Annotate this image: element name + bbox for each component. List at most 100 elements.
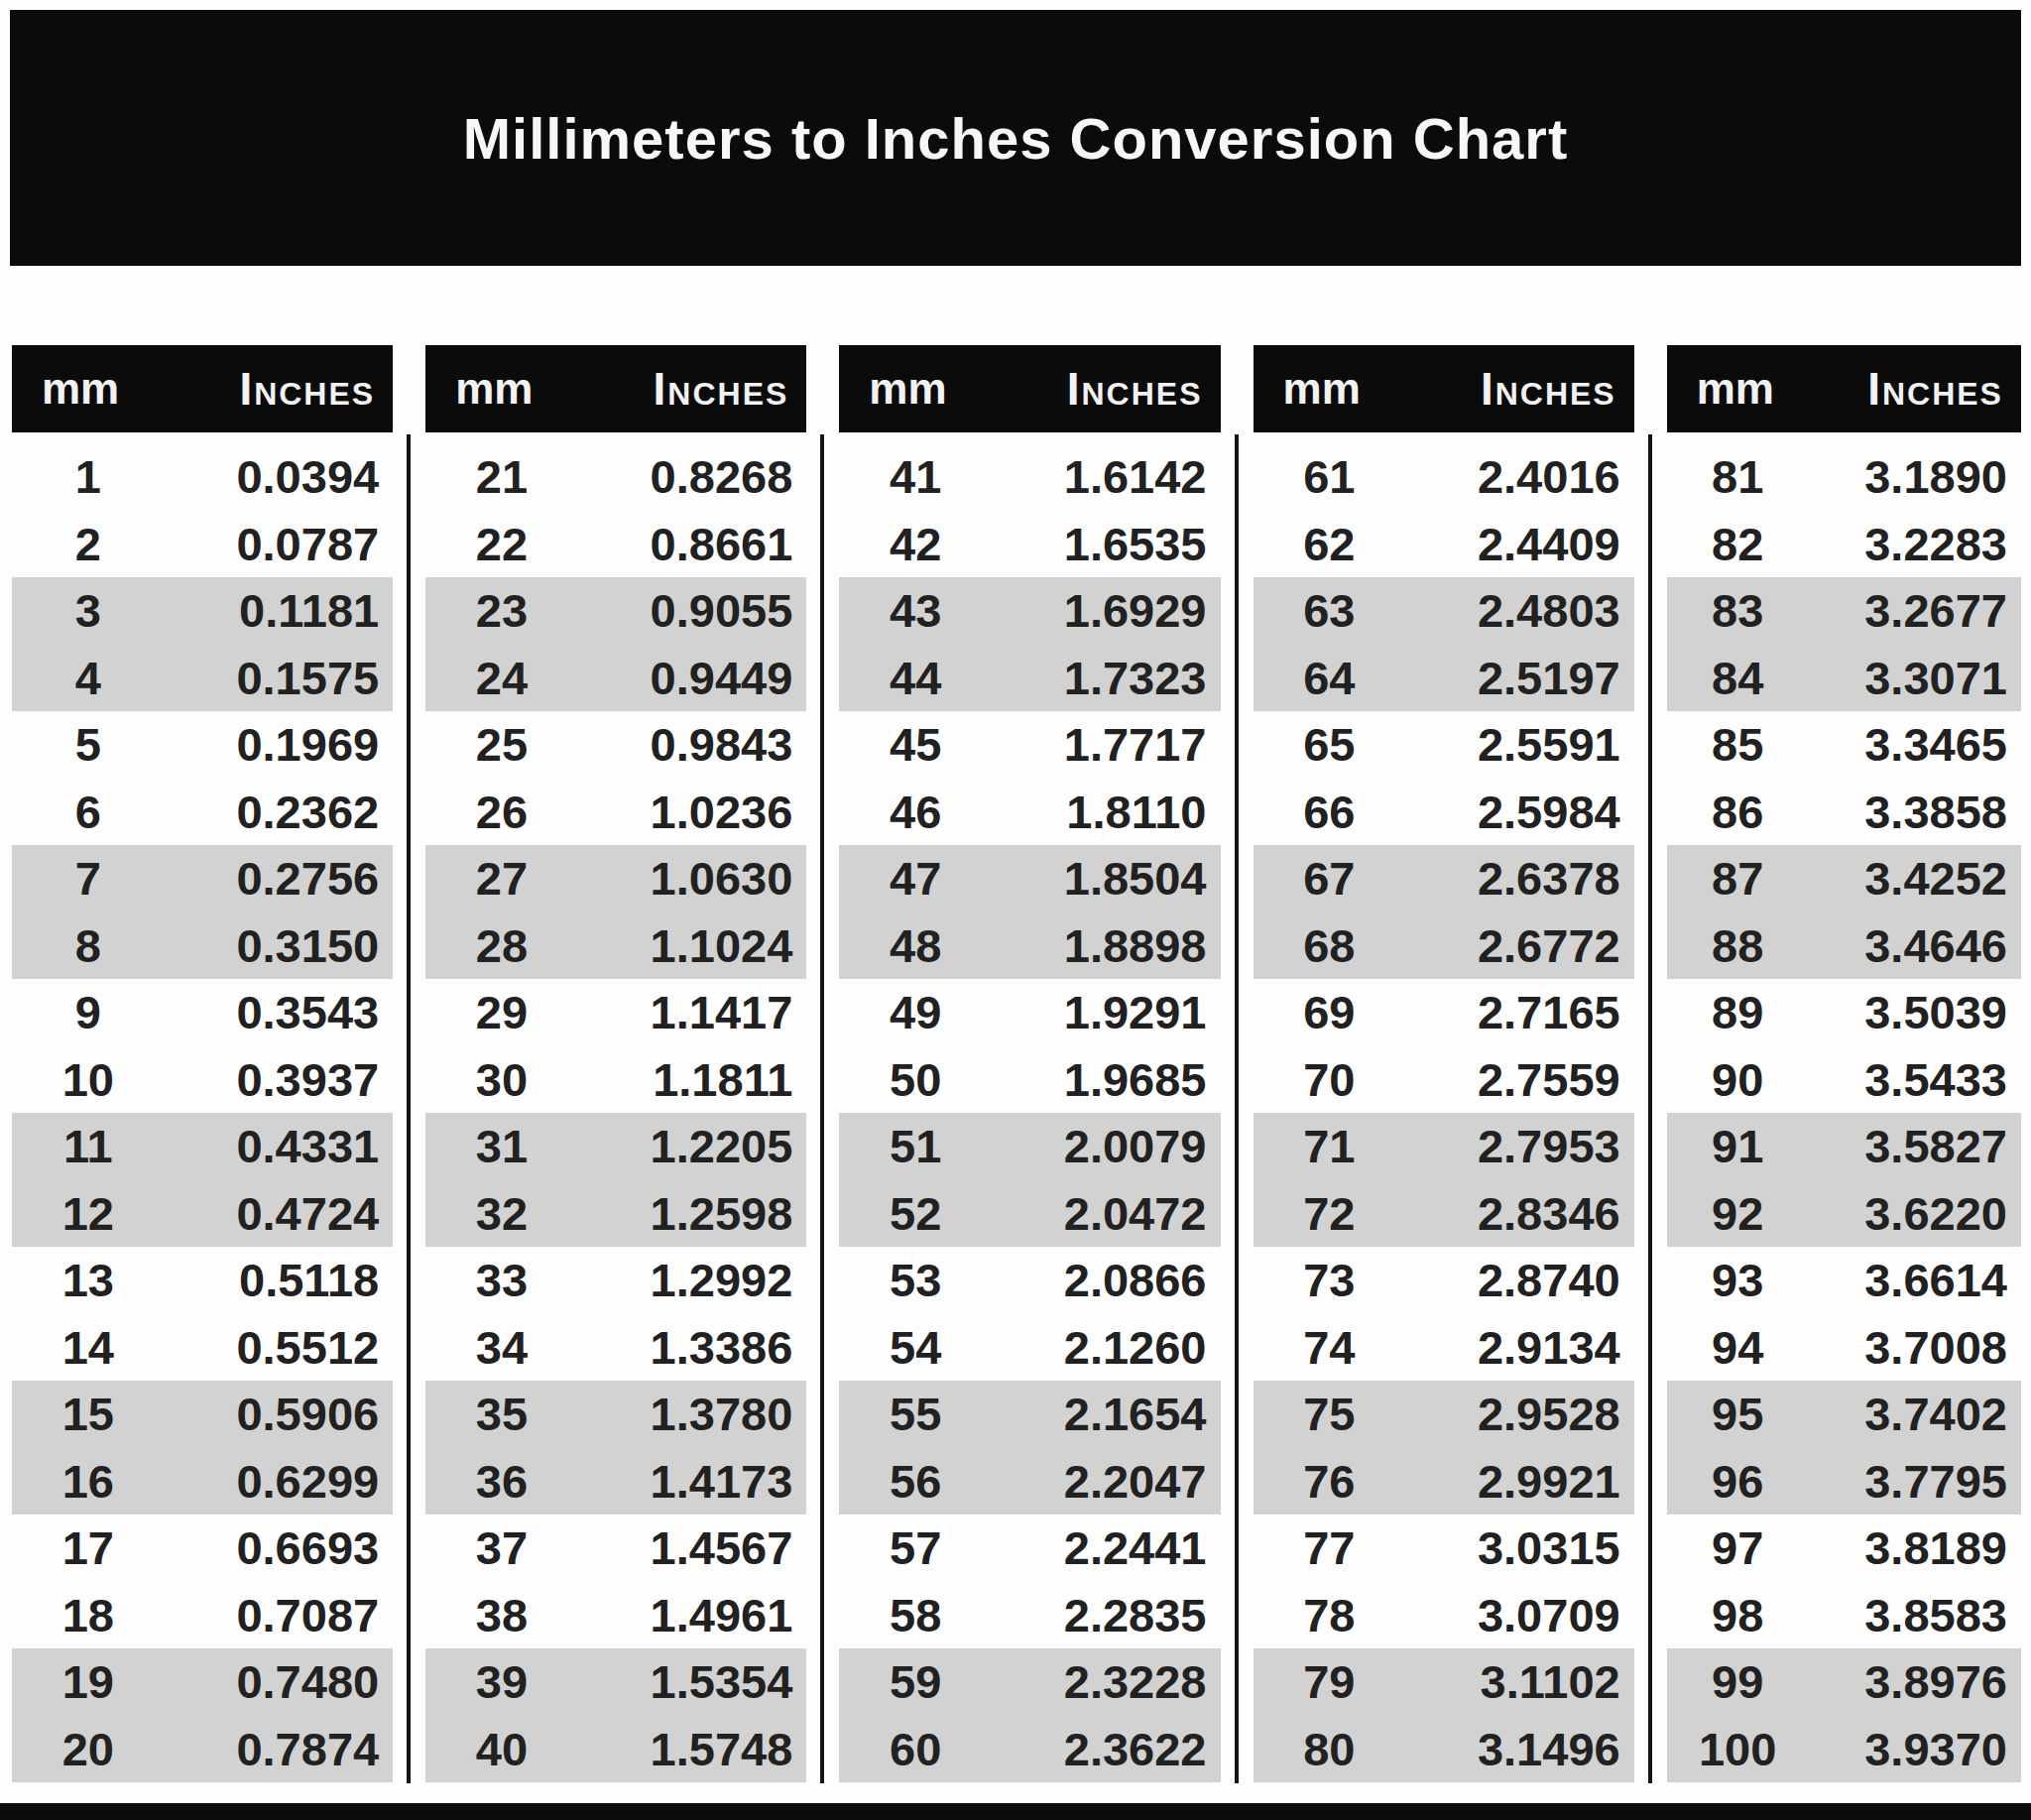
mm-value: 81 <box>1667 449 1809 504</box>
mm-value: 7 <box>12 851 165 906</box>
table-row: 14 0.5512 <box>12 1314 393 1382</box>
mm-value: 1 <box>12 449 165 504</box>
table-row: 90 3.5433 <box>1667 1046 2021 1114</box>
mm-value: 52 <box>839 1186 992 1241</box>
table-row: 23 0.9055 <box>425 577 806 645</box>
page-title: Millimeters to Inches Conversion Chart <box>463 105 1568 172</box>
mm-value: 71 <box>1254 1119 1406 1173</box>
mm-value: 2 <box>12 517 165 571</box>
mm-value: 98 <box>1667 1588 1809 1642</box>
rows: 21 0.8268 22 0.8661 23 0.9055 24 0.9449 … <box>425 443 806 1782</box>
mm-value: 61 <box>1254 449 1406 504</box>
inches-value: 3.8189 <box>1809 1520 2021 1575</box>
inches-value: 0.8661 <box>578 517 807 571</box>
column-header: mm Inches <box>12 345 393 432</box>
inches-value: 0.1969 <box>165 717 394 772</box>
table-row: 98 3.8583 <box>1667 1582 2021 1649</box>
mm-value: 15 <box>12 1387 165 1441</box>
table-row: 50 1.9685 <box>839 1046 1220 1114</box>
inches-value: 3.5827 <box>1809 1119 2021 1173</box>
table-row: 53 2.0866 <box>839 1247 1220 1314</box>
table-row: 91 3.5827 <box>1667 1113 2021 1180</box>
inches-value: 2.0866 <box>992 1253 1221 1307</box>
inches-column-header: Inches <box>1867 362 2003 416</box>
inches-value: 3.3071 <box>1809 651 2021 705</box>
inches-value: 3.8976 <box>1809 1654 2021 1709</box>
mm-value: 57 <box>839 1520 992 1575</box>
table-row: 89 3.5039 <box>1667 979 2021 1046</box>
mm-value: 50 <box>839 1052 992 1107</box>
table-column-group: mm Inches 81 3.1890 82 3.2283 83 3.2677 … <box>1667 345 2021 1782</box>
mm-value: 9 <box>12 985 165 1039</box>
mm-column-header: mm <box>869 364 946 414</box>
mm-value: 58 <box>839 1588 992 1642</box>
inches-value: 2.1260 <box>992 1320 1221 1375</box>
inches-value: 1.3386 <box>578 1320 807 1375</box>
inches-value: 2.2835 <box>992 1588 1221 1642</box>
inches-value: 3.7795 <box>1809 1454 2021 1509</box>
table-row: 8 0.3150 <box>12 912 393 980</box>
bottom-bar <box>0 1803 2031 1820</box>
table-row: 74 2.9134 <box>1254 1314 1634 1382</box>
table-row: 69 2.7165 <box>1254 979 1634 1046</box>
inches-value: 3.1496 <box>1405 1722 1634 1776</box>
inches-value: 1.4567 <box>578 1520 807 1575</box>
inches-value: 2.7559 <box>1405 1052 1634 1107</box>
table-row: 11 0.4331 <box>12 1113 393 1180</box>
mm-value: 3 <box>12 583 165 638</box>
table-row: 44 1.7323 <box>839 645 1220 712</box>
table-row: 92 3.6220 <box>1667 1180 2021 1248</box>
mm-value: 60 <box>839 1722 992 1776</box>
inches-value: 0.2756 <box>165 851 394 906</box>
table-row: 99 3.8976 <box>1667 1648 2021 1716</box>
table-row: 1 0.0394 <box>12 443 393 511</box>
mm-value: 86 <box>1667 785 1809 839</box>
inches-value: 1.3780 <box>578 1387 807 1441</box>
inches-value: 1.4173 <box>578 1454 807 1509</box>
table-row: 20 0.7874 <box>12 1716 393 1783</box>
table-row: 7 0.2756 <box>12 845 393 912</box>
table-row: 26 1.0236 <box>425 779 806 846</box>
table-row: 30 1.1811 <box>425 1046 806 1114</box>
mm-value: 28 <box>425 918 578 973</box>
mm-value: 11 <box>12 1119 165 1173</box>
table-row: 38 1.4961 <box>425 1582 806 1649</box>
table-row: 4 0.1575 <box>12 645 393 712</box>
mm-value: 89 <box>1667 985 1809 1039</box>
table-row: 72 2.8346 <box>1254 1180 1634 1248</box>
inches-value: 1.7323 <box>992 651 1221 705</box>
table-row: 64 2.5197 <box>1254 645 1634 712</box>
mm-value: 73 <box>1254 1253 1406 1307</box>
table-row: 82 3.2283 <box>1667 511 2021 578</box>
table-row: 87 3.4252 <box>1667 845 2021 912</box>
inches-value: 0.3937 <box>165 1052 394 1107</box>
mm-value: 100 <box>1667 1722 1809 1776</box>
inches-value: 0.1575 <box>165 651 394 705</box>
inches-value: 2.9134 <box>1405 1320 1634 1375</box>
mm-value: 47 <box>839 851 992 906</box>
table-row: 52 2.0472 <box>839 1180 1220 1248</box>
inches-value: 0.4724 <box>165 1186 394 1241</box>
inches-value: 1.9685 <box>992 1052 1221 1107</box>
table-row: 21 0.8268 <box>425 443 806 511</box>
table-row: 32 1.2598 <box>425 1180 806 1248</box>
inches-value: 2.0472 <box>992 1186 1221 1241</box>
inches-value: 0.9055 <box>578 583 807 638</box>
column-header: mm Inches <box>425 345 806 432</box>
table-row: 49 1.9291 <box>839 979 1220 1046</box>
inches-value: 2.6378 <box>1405 851 1634 906</box>
inches-value: 0.4331 <box>165 1119 394 1173</box>
inches-value: 2.2047 <box>992 1454 1221 1509</box>
mm-value: 53 <box>839 1253 992 1307</box>
mm-value: 32 <box>425 1186 578 1241</box>
inches-value: 2.6772 <box>1405 918 1634 973</box>
inches-value: 2.0079 <box>992 1119 1221 1173</box>
table-column-group: mm Inches 61 2.4016 62 2.4409 63 2.4803 … <box>1254 345 1634 1782</box>
table-row: 24 0.9449 <box>425 645 806 712</box>
inches-column-header: Inches <box>239 362 375 416</box>
inches-value: 1.2598 <box>578 1186 807 1241</box>
table-row: 83 3.2677 <box>1667 577 2021 645</box>
inches-value: 3.3465 <box>1809 717 2021 772</box>
table-row: 54 2.1260 <box>839 1314 1220 1382</box>
inches-value: 3.3858 <box>1809 785 2021 839</box>
